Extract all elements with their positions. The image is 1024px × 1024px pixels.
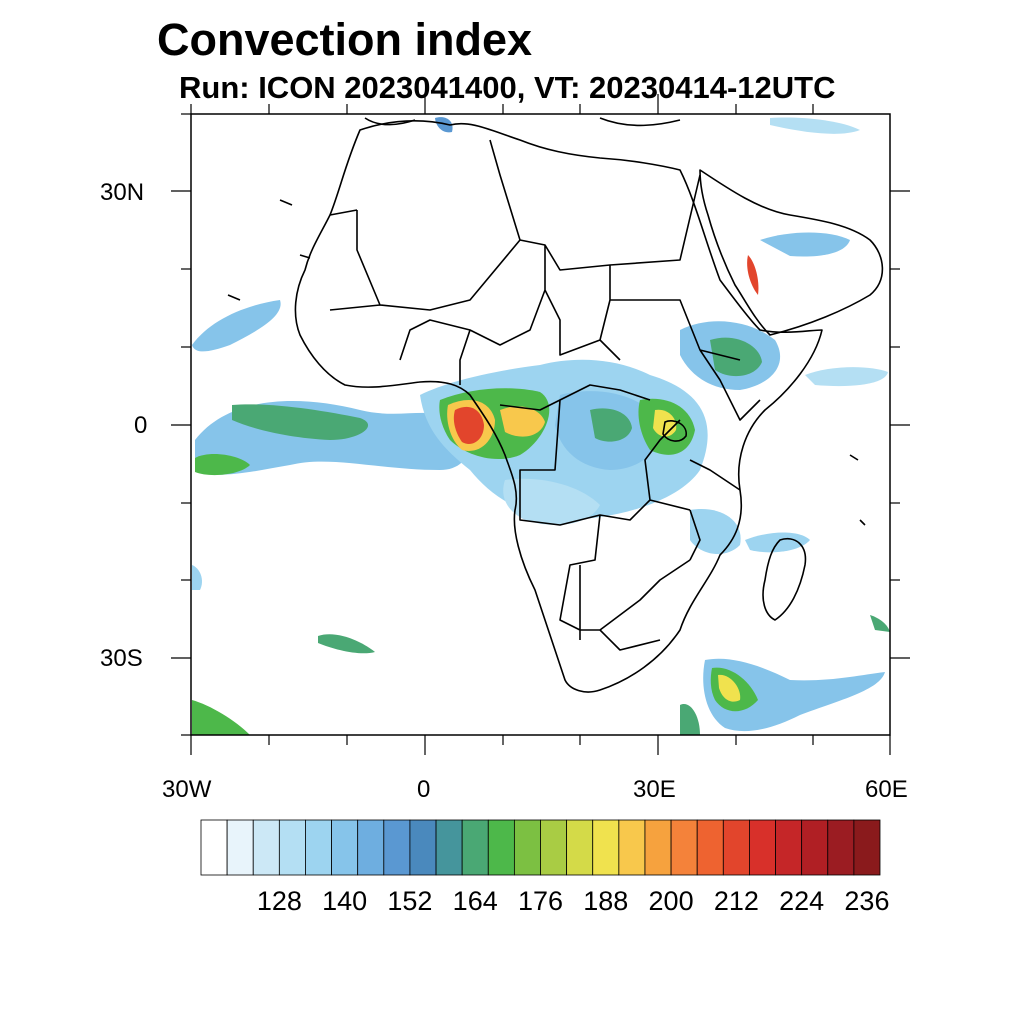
colorbar-box (696, 819, 724, 876)
country-borders (329, 139, 761, 651)
lat-label-0: 0 (134, 412, 148, 439)
arabia-coastline (699, 169, 884, 336)
axis-ticks (171, 94, 910, 755)
field-indian-ocean-storm (703, 658, 885, 732)
colorbar-box (513, 819, 541, 876)
colorbar-label: 188 (583, 886, 629, 916)
colorbar-box (827, 819, 855, 876)
colorbar-box (278, 819, 306, 876)
colorbar-box (200, 819, 228, 876)
colorbar-label: 224 (779, 886, 825, 916)
colorbar-box (305, 819, 332, 876)
africa-coastline (294, 120, 823, 693)
colorbar-label: 200 (648, 886, 694, 916)
lon-label-30e: 30E (633, 776, 676, 803)
lat-label-30s: 30S (100, 645, 143, 672)
colorbar-box (383, 819, 411, 876)
colorbar-box (461, 819, 489, 876)
colorbar-box (592, 819, 620, 876)
colorbar-box (749, 819, 776, 876)
colorbar-box (775, 819, 803, 876)
colorbar-box (566, 819, 594, 876)
colorbar-label: 128 (256, 886, 302, 916)
plot-subtitle: Run: ICON 2023041400, VT: 20230414-12UTC (179, 70, 836, 105)
colorbar-box (618, 819, 646, 876)
colorbar-box (226, 819, 254, 876)
colorbar-box (801, 819, 829, 876)
colorbar (200, 819, 881, 876)
colorbar-box (357, 819, 385, 876)
colorbar-box (435, 819, 463, 876)
lat-label-30n: 30N (100, 179, 145, 206)
colorbar-box (409, 819, 437, 876)
colorbar-box (252, 819, 280, 876)
colorbar-label: 176 (517, 886, 564, 916)
colorbar-box (853, 819, 881, 876)
colorbar-label: 236 (844, 886, 890, 916)
colorbar-label: 212 (713, 886, 759, 916)
lon-label-60e: 60E (865, 776, 908, 803)
colorbar-box (670, 819, 698, 876)
madagascar-coastline (762, 538, 807, 621)
colorbar-box (540, 819, 568, 876)
colorbar-label: 140 (322, 886, 368, 916)
plot-title: Convection index (157, 14, 533, 65)
lon-label-30w: 30W (162, 776, 212, 803)
colorbar-box (644, 819, 672, 876)
colorbar-label: 152 (387, 886, 433, 916)
convection-field (192, 117, 890, 735)
lon-label-0: 0 (417, 776, 431, 803)
colorbar-label: 164 (452, 886, 498, 916)
colorbar-box (722, 819, 750, 876)
colorbar-box (487, 819, 515, 876)
colorbar-box (331, 819, 359, 876)
coastlines-borders (227, 117, 884, 693)
